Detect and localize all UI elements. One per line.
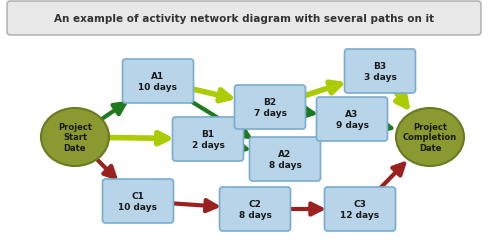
FancyBboxPatch shape bbox=[102, 179, 173, 223]
FancyBboxPatch shape bbox=[7, 2, 480, 36]
Text: C1
10 days: C1 10 days bbox=[118, 192, 157, 211]
Text: B1
2 days: B1 2 days bbox=[191, 130, 224, 149]
Text: Project
Start
Date: Project Start Date bbox=[58, 123, 92, 152]
Text: A3
9 days: A3 9 days bbox=[335, 110, 368, 129]
FancyBboxPatch shape bbox=[172, 117, 243, 161]
FancyBboxPatch shape bbox=[324, 187, 395, 231]
Text: A1
10 days: A1 10 days bbox=[138, 72, 177, 91]
Text: B3
3 days: B3 3 days bbox=[363, 62, 396, 81]
Text: A2
8 days: A2 8 days bbox=[268, 150, 301, 169]
FancyBboxPatch shape bbox=[249, 137, 320, 181]
Ellipse shape bbox=[395, 109, 463, 166]
Text: Project
Completion
Date: Project Completion Date bbox=[402, 123, 456, 152]
FancyBboxPatch shape bbox=[344, 50, 415, 94]
FancyBboxPatch shape bbox=[316, 98, 386, 141]
FancyBboxPatch shape bbox=[219, 187, 290, 231]
Text: An example of activity network diagram with several paths on it: An example of activity network diagram w… bbox=[54, 14, 433, 24]
Text: B2
7 days: B2 7 days bbox=[253, 98, 286, 117]
FancyBboxPatch shape bbox=[234, 86, 305, 130]
Ellipse shape bbox=[41, 109, 109, 166]
Text: C2
8 days: C2 8 days bbox=[238, 200, 271, 219]
FancyBboxPatch shape bbox=[122, 60, 193, 104]
Text: C3
12 days: C3 12 days bbox=[340, 200, 379, 219]
